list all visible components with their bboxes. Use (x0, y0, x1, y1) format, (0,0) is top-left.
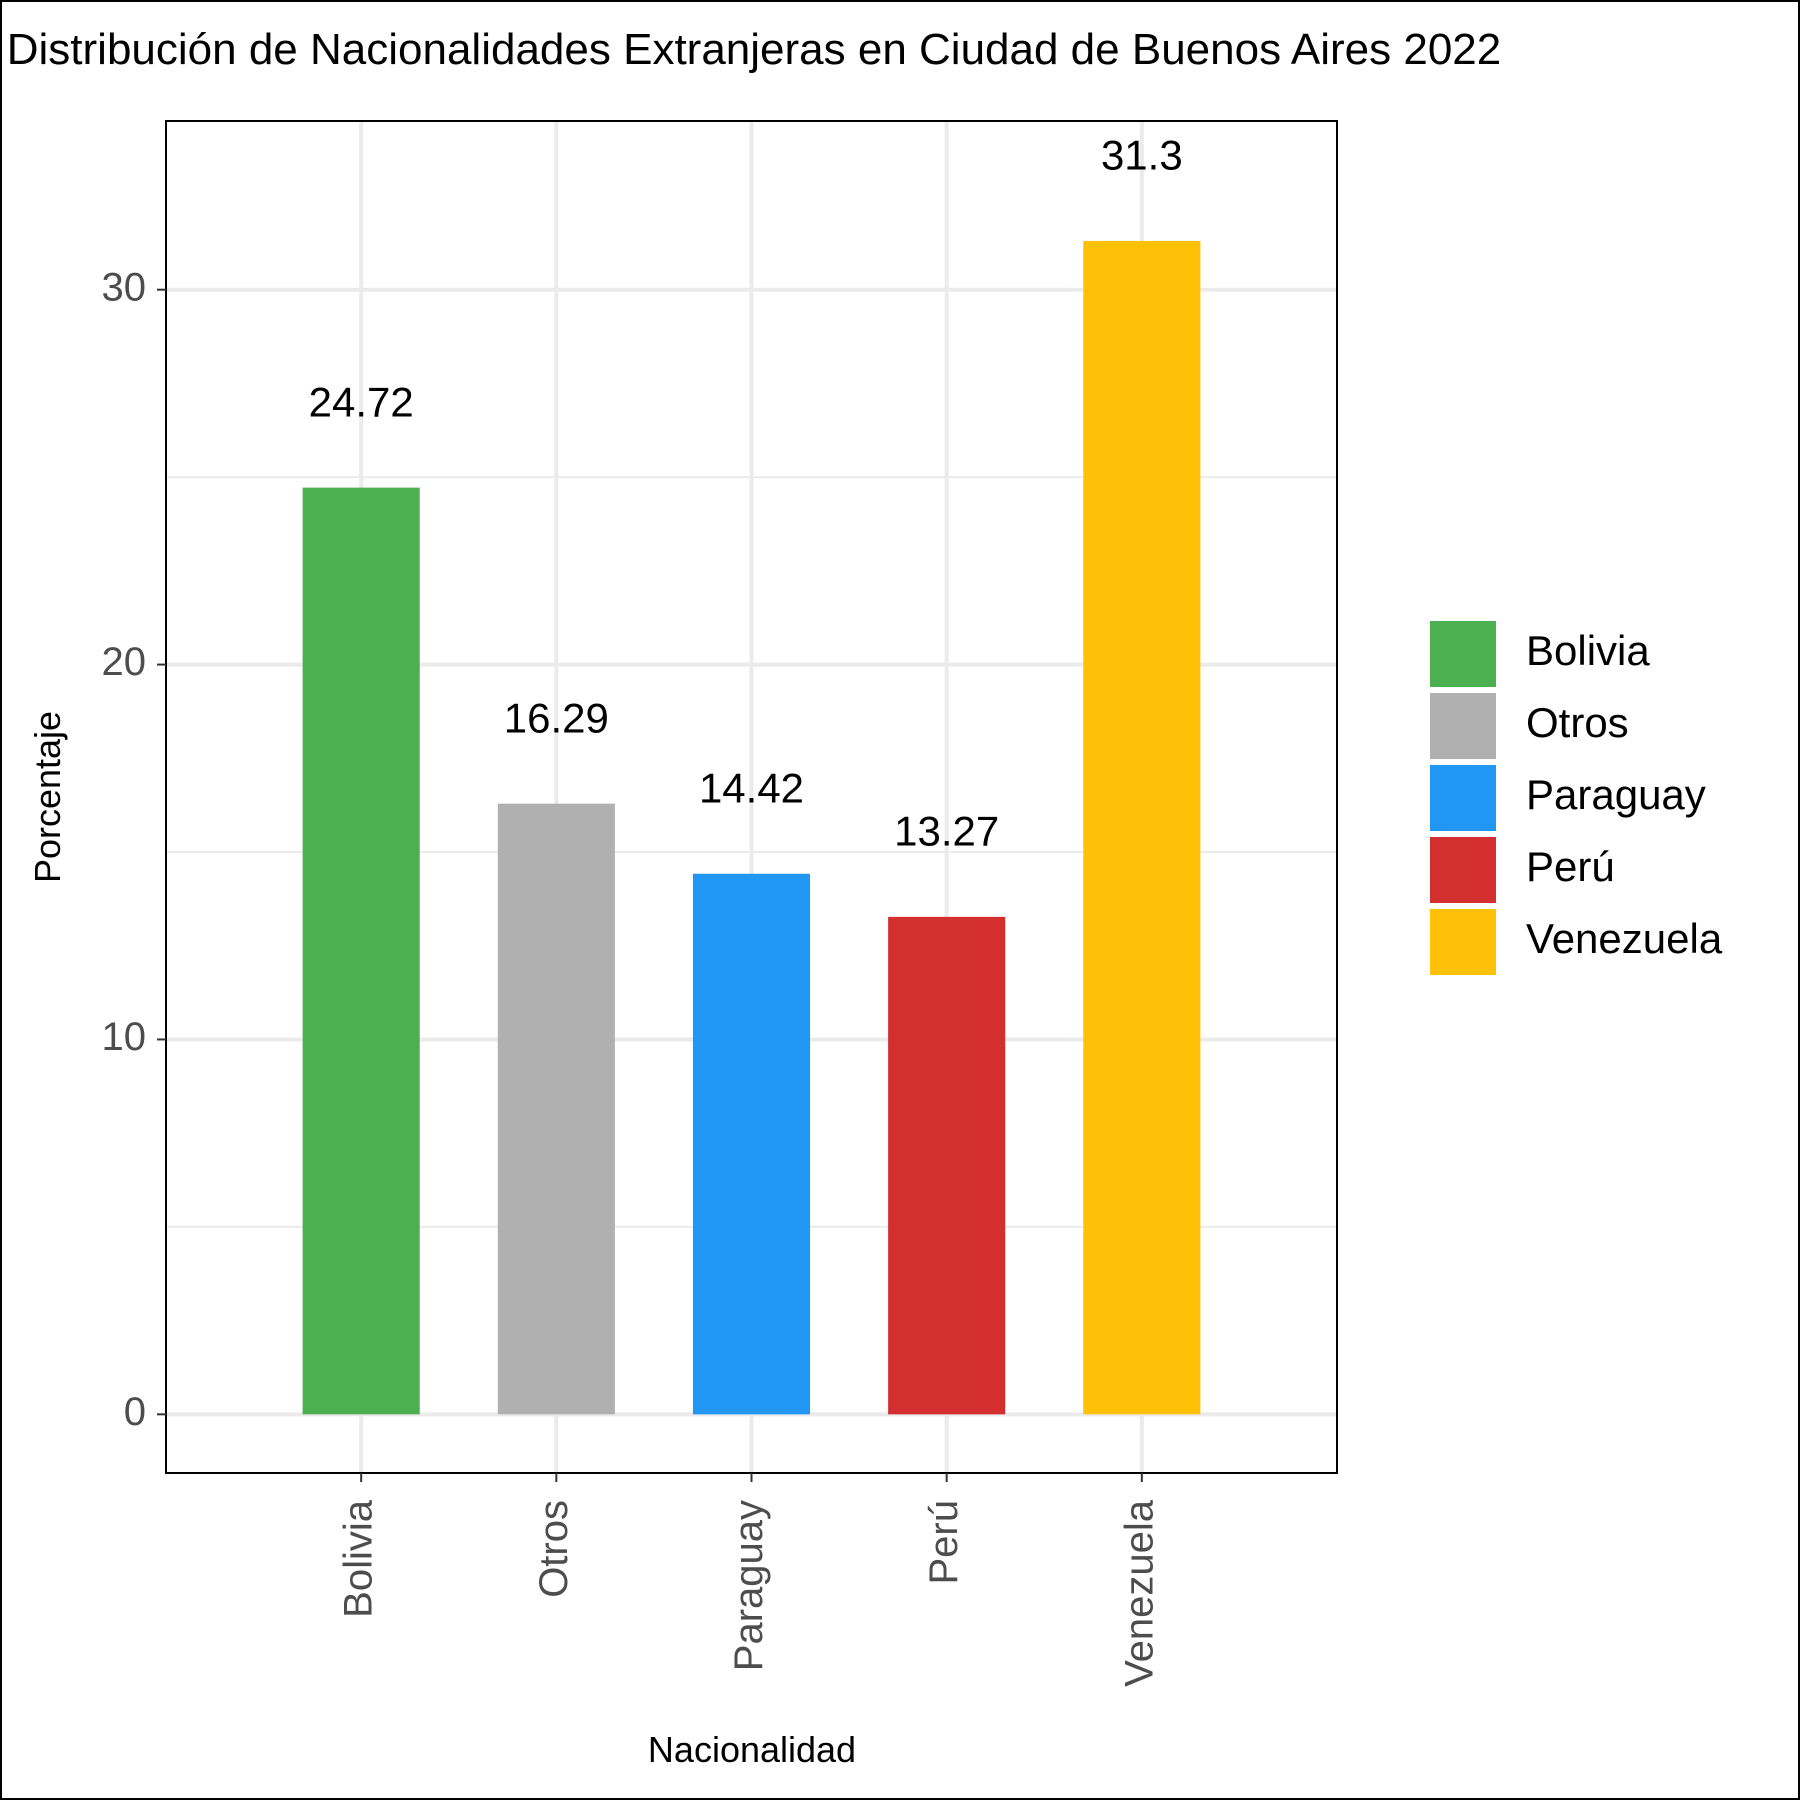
x-tick-label: Perú (922, 1500, 966, 1585)
y-tick-label: 0 (124, 1390, 146, 1434)
data-label: 24.72 (309, 378, 414, 425)
data-label: 14.42 (699, 764, 804, 811)
x-tick-label: Otros (532, 1500, 576, 1598)
legend-label: Venezuela (1526, 915, 1723, 962)
bar-paraguay (692, 873, 811, 1415)
legend-key-bolivia (1430, 621, 1496, 687)
plot-area: 24.72 16.29 14.42 13.27 31.3 0 10 20 30 Bolivia Ot… (102, 120, 1338, 1687)
x-tick-label: Bolivia (337, 1499, 381, 1618)
bar-venezuela (1083, 240, 1201, 1415)
legend-label: Otros (1526, 699, 1629, 746)
x-tick-label: Venezuela (1117, 1499, 1161, 1687)
bar-bolivia (302, 487, 420, 1415)
y-tick-label: 30 (102, 265, 147, 309)
x-axis-label: Nacionalidad (648, 1729, 856, 1770)
legend-key-otros (1430, 693, 1496, 759)
data-label: 13.27 (894, 807, 999, 854)
bar-perú (888, 916, 1006, 1415)
legend-label: Paraguay (1526, 771, 1706, 818)
y-axis-label: Porcentaje (27, 711, 68, 883)
legend-key-venezuela (1430, 909, 1496, 975)
legend: Bolivia Otros Paraguay Perú Venezuela (1430, 621, 1723, 975)
x-tick-label: Paraguay (727, 1500, 771, 1671)
legend-key-paraguay (1430, 765, 1496, 831)
chart-title: Distribución de Nacionalidades Extranjer… (7, 25, 1501, 74)
legend-key-perú (1430, 837, 1496, 903)
legend-label: Bolivia (1526, 627, 1650, 674)
y-tick-label: 10 (102, 1015, 147, 1059)
data-label: 16.29 (504, 694, 609, 741)
y-tick-label: 20 (102, 640, 147, 684)
bar-otros (497, 803, 615, 1415)
data-label: 31.3 (1101, 132, 1183, 179)
legend-label: Perú (1526, 843, 1615, 890)
